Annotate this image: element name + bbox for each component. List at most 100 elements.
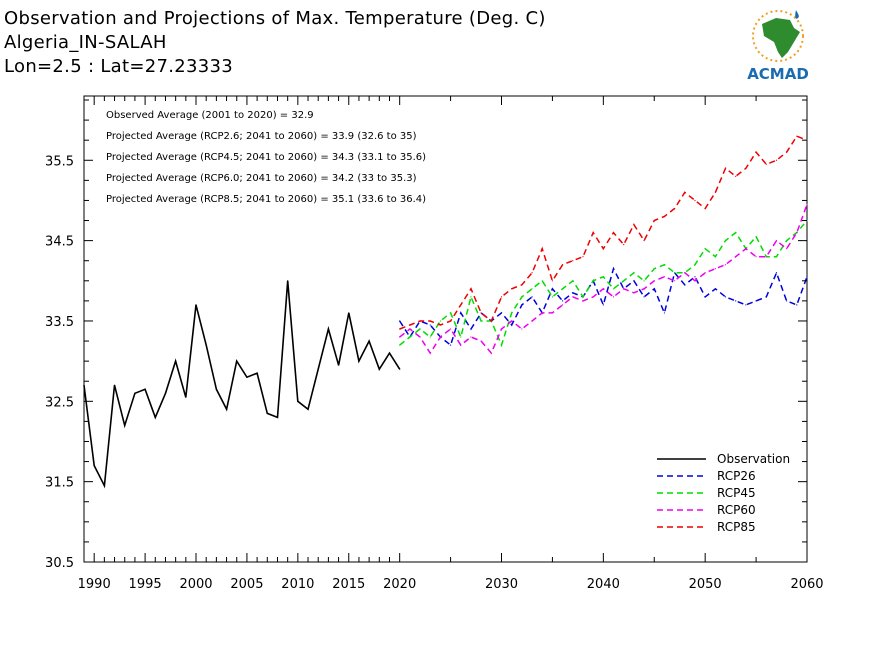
y-tick-label: 33.5 [45, 315, 74, 330]
data-point-rcp60 [612, 296, 615, 298]
stat-annotation: Projected Average (RCP4.5; 2041 to 2060)… [106, 152, 426, 163]
data-point-observation [297, 400, 299, 402]
data-point-rcp85 [765, 163, 767, 165]
series-line-observation [83, 280, 401, 489]
data-point-rcp85 [745, 167, 747, 169]
stat-annotation: Projected Average (RCP6.0; 2041 to 2060)… [106, 173, 417, 184]
data-point-rcp85 [409, 324, 411, 326]
data-point-observation [307, 408, 309, 410]
data-point-rcp26 [796, 304, 798, 306]
data-point-observation [388, 352, 391, 354]
data-point-rcp85 [449, 320, 452, 322]
data-point-rcp26 [724, 296, 727, 298]
data-point-rcp85 [714, 191, 716, 194]
x-tick-label: 2020 [383, 577, 416, 592]
data-point-rcp85 [796, 135, 798, 137]
data-point-rcp26 [735, 300, 737, 302]
data-point-rcp85 [775, 159, 778, 161]
data-point-rcp85 [643, 240, 645, 242]
data-point-rcp60 [674, 280, 676, 282]
data-point-observation [164, 392, 167, 394]
data-point-rcp45 [419, 328, 421, 330]
data-point-rcp60 [643, 288, 645, 290]
data-point-rcp85 [694, 199, 696, 202]
data-point-observation [399, 368, 401, 370]
data-point-observation [236, 360, 238, 362]
africa-map-logo-icon: ACMAD [747, 10, 809, 83]
data-point-rcp26 [500, 312, 503, 314]
y-tick-label: 32.5 [45, 395, 74, 410]
data-point-rcp45 [572, 280, 574, 282]
data-point-observation [195, 304, 197, 306]
x-tick-label: 2030 [485, 577, 518, 592]
data-point-rcp85 [602, 248, 604, 250]
data-point-rcp85 [623, 244, 625, 246]
data-point-rcp85 [592, 231, 594, 234]
data-point-observation [256, 372, 258, 374]
data-point-observation [185, 396, 187, 398]
data-point-rcp45 [612, 288, 615, 290]
data-point-rcp26 [663, 312, 666, 314]
data-point-rcp45 [541, 280, 543, 282]
data-point-rcp45 [755, 236, 757, 238]
y-tick-label: 35.5 [45, 154, 74, 169]
data-point-rcp26 [633, 280, 635, 282]
data-point-rcp85 [663, 215, 666, 218]
series-line-rcp45 [399, 220, 808, 348]
data-point-rcp85 [490, 320, 492, 322]
data-point-rcp45 [653, 268, 655, 270]
data-point-rcp45 [500, 344, 503, 346]
data-point-rcp45 [735, 231, 737, 234]
data-point-rcp60 [684, 272, 686, 274]
data-point-observation [358, 360, 360, 362]
data-point-rcp26 [521, 304, 523, 306]
data-point-rcp60 [470, 336, 472, 338]
data-point-observation [337, 364, 340, 366]
data-point-rcp45 [409, 336, 411, 338]
data-point-rcp45 [592, 280, 594, 282]
data-point-rcp60 [694, 280, 696, 282]
data-point-observation [327, 328, 329, 330]
data-point-rcp60 [663, 276, 666, 278]
data-point-rcp60 [460, 344, 462, 346]
data-point-rcp45 [429, 336, 431, 338]
data-point-observation [276, 416, 279, 418]
data-point-rcp26 [602, 304, 604, 306]
data-point-rcp85 [724, 167, 727, 169]
data-point-rcp60 [480, 340, 482, 342]
data-point-observation [175, 360, 177, 362]
data-point-rcp85 [633, 223, 635, 226]
data-point-rcp85 [612, 231, 615, 234]
data-point-observation [266, 412, 268, 414]
data-point-rcp26 [612, 268, 615, 270]
chart-coordinates: Lon=2.5 : Lat=27.23333 [4, 56, 234, 77]
legend-label: Observation [717, 452, 790, 466]
x-tick-label: 2015 [332, 577, 365, 592]
data-point-rcp60 [531, 320, 533, 322]
data-point-rcp45 [439, 320, 442, 322]
stat-annotation: Observed Average (2001 to 2020) = 32.9 [106, 110, 314, 121]
data-point-observation [144, 388, 146, 390]
data-point-observation [93, 464, 95, 467]
data-point-rcp26 [745, 304, 747, 306]
data-point-rcp85 [480, 312, 482, 314]
data-point-rcp60 [572, 296, 574, 298]
data-point-observation [215, 388, 217, 390]
data-point-rcp85 [582, 256, 584, 258]
data-point-rcp26 [460, 312, 462, 314]
data-point-rcp26 [511, 324, 513, 326]
data-point-rcp26 [765, 296, 767, 298]
data-point-rcp85 [551, 280, 554, 282]
x-tick-label: 2050 [689, 577, 722, 592]
data-point-observation [83, 384, 85, 386]
data-point-rcp26 [684, 284, 686, 286]
data-point-observation [113, 384, 116, 386]
data-point-rcp45 [623, 280, 625, 282]
data-point-observation [246, 376, 248, 378]
data-point-rcp60 [714, 268, 716, 270]
data-point-rcp85 [786, 151, 788, 153]
data-point-rcp60 [745, 248, 747, 250]
data-point-rcp85 [572, 260, 574, 262]
data-point-rcp85 [399, 328, 401, 330]
